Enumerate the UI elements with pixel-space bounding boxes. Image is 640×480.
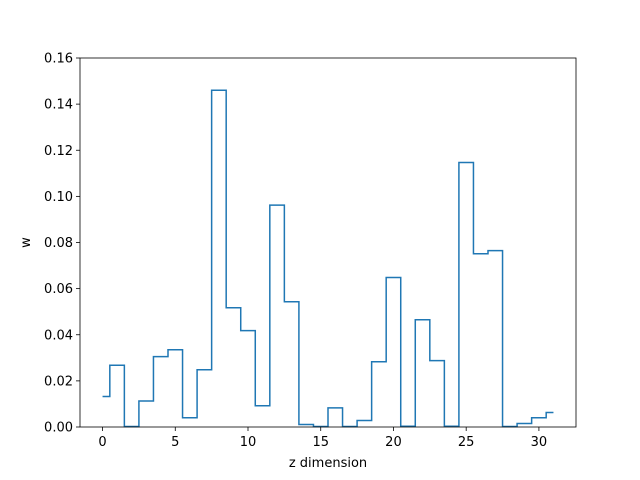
y-tick-label: 0.00 — [44, 421, 73, 436]
x-tick-label: 0 — [98, 435, 106, 450]
x-tick-label: 30 — [531, 435, 548, 450]
y-tick-label: 0.04 — [44, 328, 73, 343]
plot-background — [80, 58, 576, 427]
plot-frame — [79, 57, 577, 428]
x-tick-label: 25 — [458, 435, 475, 450]
y-tick-label: 0.12 — [44, 144, 73, 159]
x-tick-label: 15 — [312, 435, 329, 450]
x-tick-label: 20 — [385, 435, 402, 450]
y-tick-label: 0.14 — [44, 98, 73, 113]
y-axis-label: w — [19, 237, 34, 248]
x-axis-ticks: 0 5 10 15 20 25 30 — [98, 427, 547, 450]
y-axis-ticks: 0.00 0.02 0.04 0.06 0.08 0.10 0.12 0.14 0.16 — [44, 52, 80, 436]
y-tick-label: 0.08 — [44, 236, 73, 251]
y-tick-label: 0.02 — [44, 374, 73, 389]
series-step-line — [102, 89, 554, 428]
y-tick-label: 0.10 — [44, 190, 73, 205]
x-axis-label: z dimension — [289, 456, 367, 471]
y-tick-label: 0.16 — [44, 52, 73, 67]
y-tick-label: 0.06 — [44, 282, 73, 297]
x-tick-label: 5 — [171, 435, 179, 450]
x-tick-label: 10 — [240, 435, 257, 450]
